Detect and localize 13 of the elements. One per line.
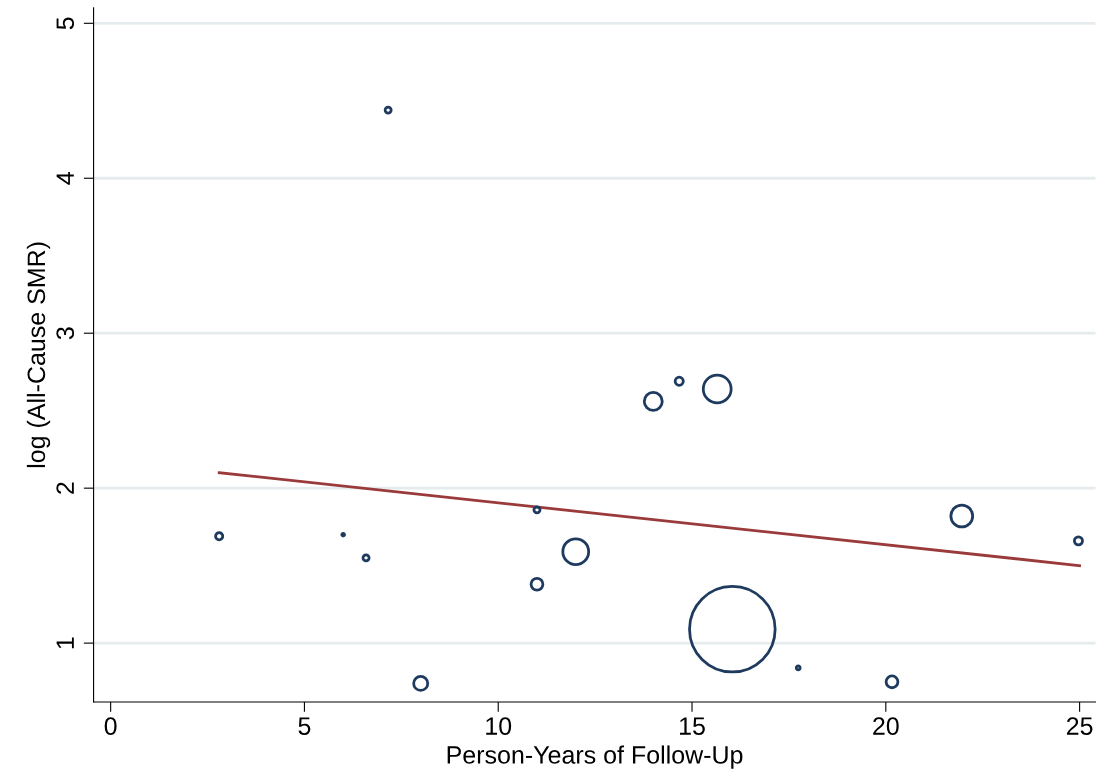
- y-tick-label: 2: [56, 482, 74, 494]
- y-tick-label: 1: [56, 637, 74, 649]
- y-tick-label: 4: [56, 172, 74, 185]
- x-tick-label: 20: [873, 717, 899, 735]
- x-tick-label: 10: [486, 717, 512, 735]
- y-axis-title: log (All-Cause SMR): [26, 242, 51, 468]
- x-tick-label: 15: [680, 717, 705, 735]
- x-tick-label: 0: [104, 717, 117, 735]
- y-tick-label: 5: [56, 17, 75, 30]
- x-tick-label: 5: [298, 717, 311, 735]
- y-tick-label: 3: [56, 327, 75, 340]
- x-tick-label: 25: [1066, 717, 1093, 735]
- x-axis-title: Person-Years of Follow-Up: [447, 745, 743, 769]
